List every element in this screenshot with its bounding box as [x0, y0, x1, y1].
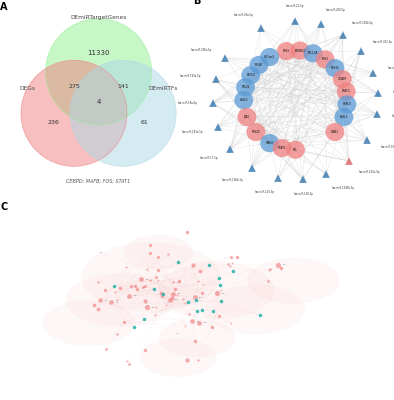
Text: hsa-miR-1295b-5p: hsa-miR-1295b-5p [332, 186, 355, 190]
Text: hsa-miR-17-5p: hsa-miR-17-5p [200, 156, 218, 160]
Text: CEBPD; MAFB; FOS; STAT1: CEBPD; MAFB; FOS; STAT1 [67, 178, 131, 183]
Text: hsa-miR-193a-5p: hsa-miR-193a-5p [179, 74, 201, 78]
Text: g64: g64 [283, 264, 286, 265]
Text: KLHL2: KLHL2 [340, 115, 348, 119]
Circle shape [277, 42, 296, 60]
Text: SIAH2: SIAH2 [266, 141, 274, 145]
Text: hsa-miR-378a-3p: hsa-miR-378a-3p [388, 66, 394, 70]
Circle shape [316, 50, 335, 68]
Circle shape [70, 60, 176, 166]
Text: DEGs: DEGs [19, 86, 35, 91]
Text: hsa-miR-71-5p: hsa-miR-71-5p [393, 90, 394, 94]
Circle shape [246, 123, 265, 141]
Text: 236: 236 [47, 120, 59, 125]
Text: hsa-miR-18a-5p: hsa-miR-18a-5p [178, 101, 197, 105]
Circle shape [66, 273, 174, 327]
Circle shape [236, 78, 255, 96]
Text: g76: g76 [204, 322, 207, 323]
Circle shape [337, 95, 356, 114]
Text: RPS22: RPS22 [251, 130, 260, 134]
Circle shape [249, 56, 268, 74]
Circle shape [333, 70, 352, 88]
Text: g24: g24 [152, 306, 155, 308]
Text: WSB1: WSB1 [331, 130, 339, 134]
Text: hsa-miR-101-3p: hsa-miR-101-3p [380, 145, 394, 149]
Text: RPS3: RPS3 [283, 49, 290, 53]
Text: B: B [193, 0, 201, 6]
Text: hsa-miR-125a-5p: hsa-miR-125a-5p [359, 170, 380, 174]
Text: hsa-miR-181a-5p: hsa-miR-181a-5p [182, 130, 203, 134]
Text: hsa-miR-140-3p: hsa-miR-140-3p [294, 192, 314, 196]
Circle shape [81, 242, 220, 312]
Circle shape [238, 108, 256, 126]
Circle shape [260, 48, 279, 66]
Text: STAT3: STAT3 [342, 90, 351, 94]
Text: g40: g40 [196, 320, 200, 322]
Circle shape [335, 108, 353, 126]
Circle shape [337, 82, 356, 100]
Circle shape [273, 139, 292, 157]
Text: DEmiRTargetGenes: DEmiRTargetGenes [71, 15, 127, 20]
Text: A: A [0, 2, 7, 12]
Text: 61: 61 [140, 120, 148, 125]
Circle shape [304, 44, 323, 62]
Text: hsa-miR-20a-5p: hsa-miR-20a-5p [234, 12, 254, 16]
Circle shape [286, 141, 305, 159]
Circle shape [158, 319, 236, 358]
Text: g60: g60 [105, 300, 108, 301]
Text: HERC5: HERC5 [342, 102, 351, 106]
Circle shape [290, 42, 309, 60]
Text: hsa-miR-21-5p: hsa-miR-21-5p [286, 4, 305, 8]
Text: 141: 141 [117, 84, 129, 89]
Circle shape [21, 60, 127, 166]
Text: 275: 275 [68, 84, 80, 89]
Text: g20: g20 [222, 293, 225, 294]
Circle shape [325, 123, 344, 141]
Text: RPS15: RPS15 [331, 66, 339, 70]
Circle shape [205, 284, 305, 334]
Text: EEF1G: EEF1G [246, 73, 255, 77]
Circle shape [241, 66, 260, 84]
Text: EIF4B: EIF4B [255, 63, 263, 67]
Text: hsa-miR-362-3p: hsa-miR-362-3p [373, 40, 392, 44]
Circle shape [46, 19, 152, 125]
Text: g39: g39 [178, 293, 181, 294]
Text: RPL22: RPL22 [241, 85, 250, 89]
Text: RPL13A: RPL13A [308, 51, 318, 55]
Text: hsa-miR-148b-3p: hsa-miR-148b-3p [222, 178, 243, 182]
Text: g63: g63 [115, 302, 119, 303]
Text: RPS2: RPS2 [322, 57, 329, 61]
Text: FBL: FBL [293, 148, 298, 152]
Text: PJA2: PJA2 [244, 115, 250, 119]
Text: hsa-miR-143-3p: hsa-miR-143-3p [255, 190, 275, 194]
Text: HECmr2: HECmr2 [264, 55, 275, 59]
Text: g34: g34 [199, 297, 203, 298]
Text: hsa-miR-260-5p: hsa-miR-260-5p [326, 8, 346, 12]
Text: C: C [0, 202, 7, 212]
Circle shape [325, 59, 344, 77]
Text: hsa-miR-196a-5p: hsa-miR-196a-5p [191, 48, 212, 52]
Text: g45: g45 [146, 278, 149, 280]
Text: hsa-miR-3184-5p: hsa-miR-3184-5p [352, 21, 373, 25]
Circle shape [43, 300, 135, 346]
Text: STAT1: STAT1 [278, 146, 286, 150]
Circle shape [158, 262, 274, 319]
Text: KLHL3: KLHL3 [240, 98, 248, 102]
Circle shape [234, 91, 253, 109]
Circle shape [124, 234, 193, 269]
Circle shape [139, 338, 216, 377]
Text: DEmiRTFs: DEmiRTFs [149, 86, 178, 91]
Text: 4: 4 [97, 99, 101, 105]
Circle shape [247, 258, 340, 304]
Circle shape [260, 134, 279, 152]
Text: 11330: 11330 [87, 50, 110, 56]
Text: ITGAM: ITGAM [338, 77, 347, 81]
Text: hsa-miR-71-5p: hsa-miR-71-5p [392, 114, 394, 118]
Text: KBTBD2: KBTBD2 [294, 48, 305, 52]
